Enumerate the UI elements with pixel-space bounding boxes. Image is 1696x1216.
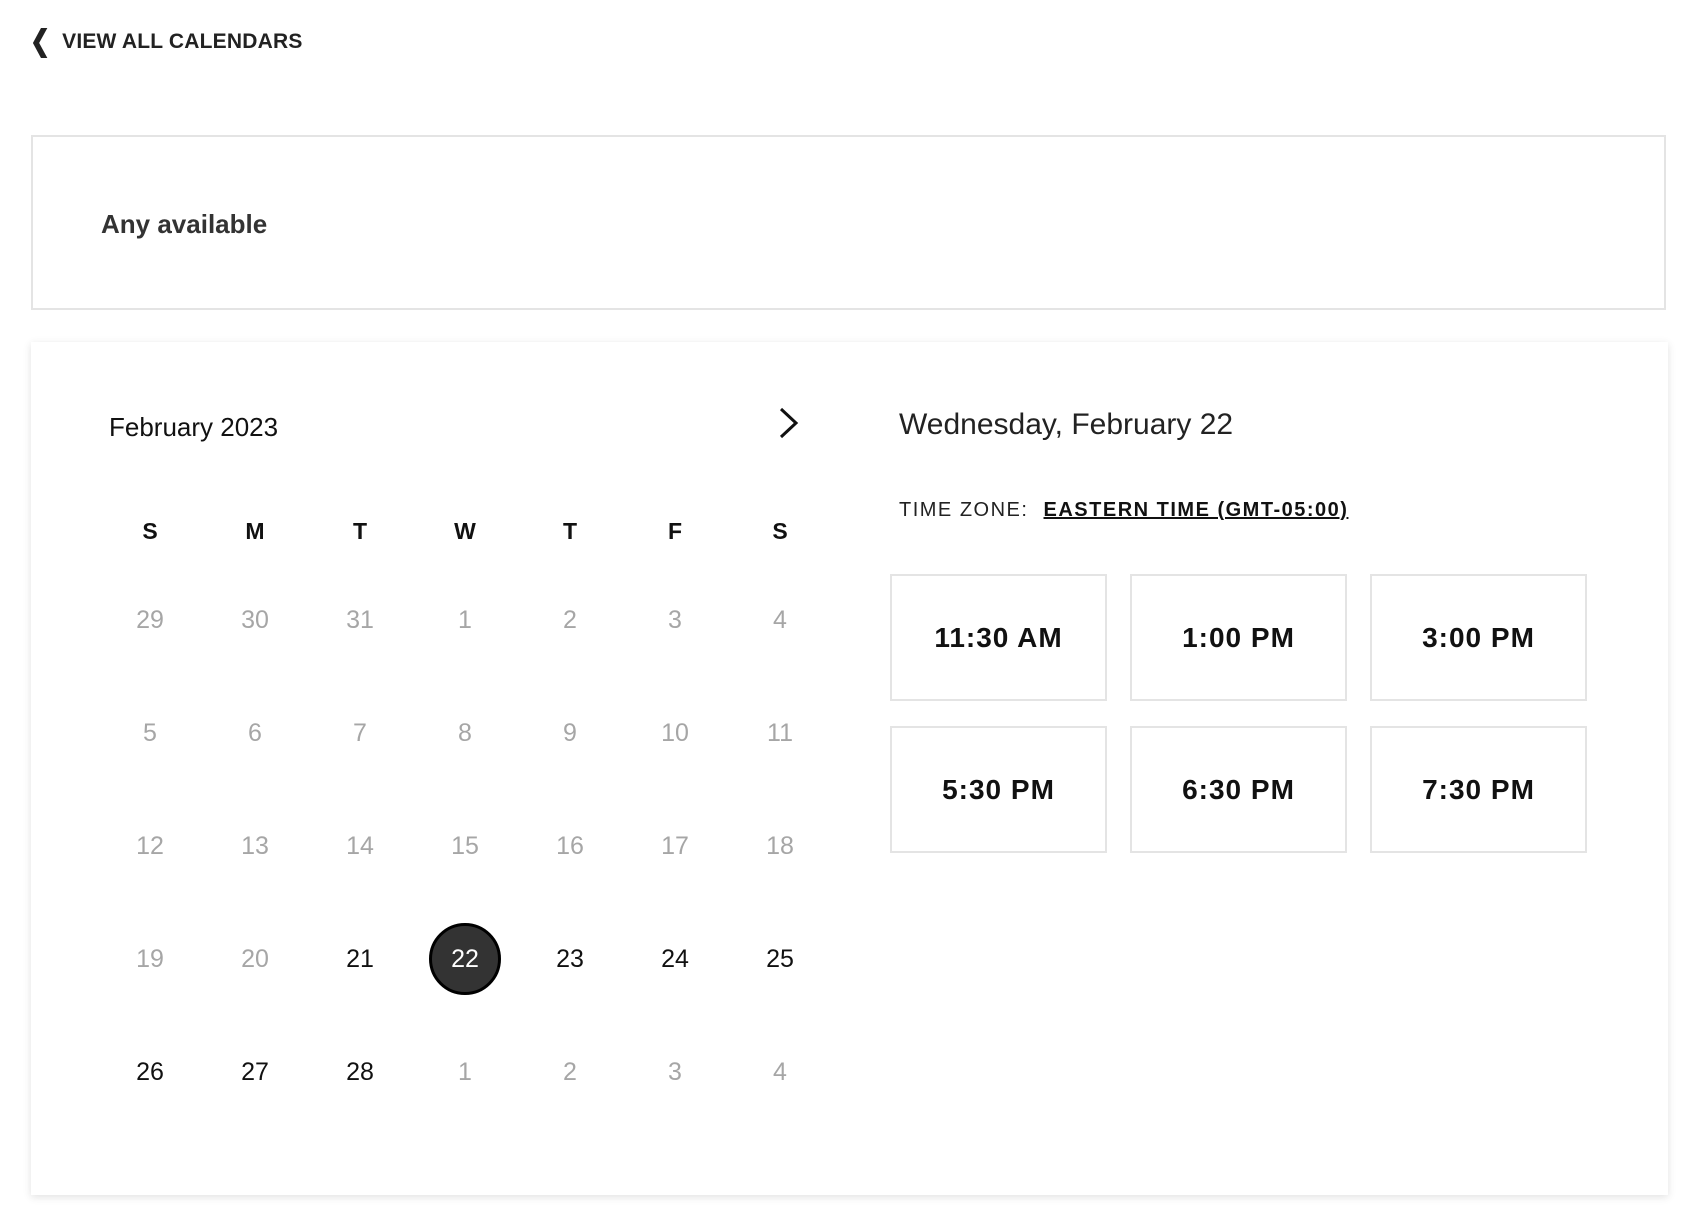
calendar-selector[interactable]: Any available	[31, 135, 1666, 310]
back-label: VIEW ALL CALENDARS	[62, 30, 303, 53]
timezone-row: TIME ZONE: EASTERN TIME (GMT-05:00)	[899, 499, 1348, 522]
time-slot-button[interactable]: 3:00 PM	[1370, 574, 1587, 701]
day-cell: 6	[248, 718, 262, 747]
day-cell[interactable]: 26	[136, 1057, 164, 1086]
day-cell[interactable]: 24	[661, 944, 689, 973]
day-cell: 2	[563, 605, 577, 634]
day-cell: 20	[241, 944, 269, 973]
day-cell: 17	[661, 831, 689, 860]
weekday-header: W	[454, 518, 476, 544]
day-cell: 8	[458, 718, 472, 747]
day-cell: 1	[458, 1057, 472, 1086]
day-cell: 16	[556, 831, 584, 860]
time-slot-button[interactable]: 5:30 PM	[890, 726, 1107, 853]
day-cell[interactable]: 21	[346, 944, 374, 973]
day-cell: 18	[766, 831, 794, 860]
day-cell: 2	[563, 1057, 577, 1086]
weekday-header: S	[142, 518, 158, 544]
day-cell: 15	[451, 831, 479, 860]
day-cell: 10	[661, 718, 689, 747]
day-cell: 1	[458, 605, 472, 634]
month-label: February 2023	[109, 412, 279, 442]
weekday-header: S	[772, 518, 788, 544]
view-all-calendars-link[interactable]: ❮ VIEW ALL CALENDARS	[30, 25, 303, 58]
calendar-selector-value: Any available	[101, 209, 268, 239]
day-cell: 3	[668, 1057, 682, 1086]
day-cell: 12	[136, 831, 164, 860]
day-cell: 13	[241, 831, 269, 860]
timezone-label: TIME ZONE:	[899, 499, 1029, 521]
day-cell: 19	[136, 944, 164, 973]
day-cell[interactable]: 25	[766, 944, 794, 973]
day-cell: 14	[346, 831, 374, 860]
day-cell-selected[interactable]: 22	[429, 923, 501, 995]
day-cell: 11	[767, 718, 793, 747]
day-cell: 4	[773, 1057, 787, 1086]
time-slot-button[interactable]: 1:00 PM	[1130, 574, 1347, 701]
weekday-header: M	[245, 518, 265, 544]
chevron-left-icon: ❮	[30, 25, 51, 58]
day-cell: 29	[136, 605, 164, 634]
day-cell: 31	[346, 605, 374, 634]
timezone-link[interactable]: EASTERN TIME (GMT-05:00)	[1043, 499, 1349, 521]
day-cell: 30	[241, 605, 269, 634]
time-slot-button[interactable]: 7:30 PM	[1370, 726, 1587, 853]
next-month-chevron-icon[interactable]	[771, 404, 805, 442]
time-slot-button[interactable]: 11:30 AM	[890, 574, 1107, 701]
weekday-header: T	[352, 518, 368, 544]
scheduler-card: February 2023 S M T W T F S 29 30 31 1 2 3 4 5 6 7 8 9 10 11…	[31, 342, 1668, 1195]
day-cell: 9	[563, 718, 577, 747]
time-slot-button[interactable]: 6:30 PM	[1130, 726, 1347, 853]
weekday-header: T	[562, 518, 578, 544]
day-cell[interactable]: 28	[346, 1057, 374, 1086]
selected-date-heading: Wednesday, February 22	[899, 408, 1234, 441]
day-cell: 4	[773, 605, 787, 634]
day-cell: 7	[353, 718, 367, 747]
day-cell[interactable]: 27	[241, 1057, 269, 1086]
day-cell: 5	[143, 718, 157, 747]
day-cell: 3	[668, 605, 682, 634]
weekday-header: F	[667, 518, 683, 544]
day-cell[interactable]: 23	[556, 944, 584, 973]
